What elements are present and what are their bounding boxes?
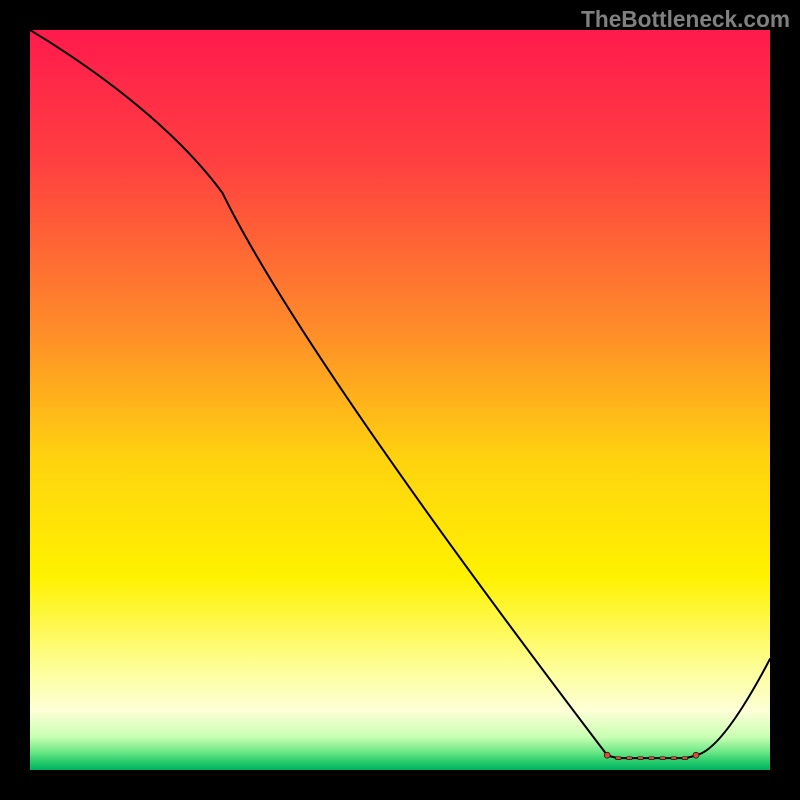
plot-area: [30, 30, 770, 770]
marker-dot: [604, 752, 610, 758]
canvas: TheBottleneck.com: [0, 0, 800, 800]
chart-svg: [30, 30, 770, 770]
marker-dash: [682, 757, 688, 760]
marker-dot: [693, 752, 699, 758]
marker-dash: [660, 757, 666, 760]
marker-dash: [615, 757, 621, 760]
marker-dash: [638, 757, 644, 760]
watermark-text: TheBottleneck.com: [581, 6, 790, 33]
marker-dash: [626, 757, 632, 760]
marker-dash: [671, 757, 677, 760]
marker-dash: [649, 757, 655, 760]
gradient-background: [30, 30, 770, 770]
